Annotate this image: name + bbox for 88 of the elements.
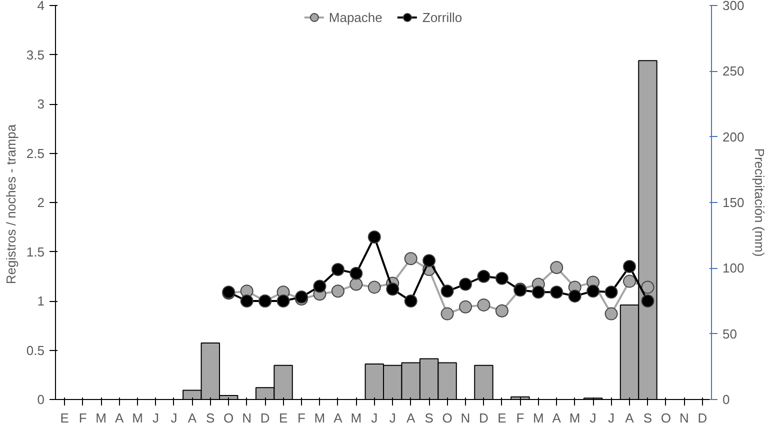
legend-label: Mapache xyxy=(328,10,382,24)
x-tick-label: D xyxy=(479,410,488,426)
point xyxy=(350,278,363,291)
x-tick-label: M xyxy=(569,410,580,426)
y2-tick-label: 250 xyxy=(722,64,744,79)
x-tick-label: M xyxy=(96,410,106,426)
x-tick-label: M xyxy=(314,410,326,426)
y-tick-label: 3 xyxy=(37,96,45,112)
point xyxy=(477,270,490,283)
point xyxy=(331,262,344,276)
x-tick-label: J xyxy=(152,410,159,426)
x-tick-label: A xyxy=(625,410,634,426)
x-tick-label: O xyxy=(442,410,452,426)
point xyxy=(440,307,454,320)
point xyxy=(641,280,654,294)
x-tick-label: M xyxy=(532,410,544,426)
y2-tick-label: 100 xyxy=(722,260,744,276)
x-tick-label: E xyxy=(60,410,70,426)
point xyxy=(368,230,381,244)
x-tick-label: A xyxy=(188,410,197,426)
legend-label: Zorrillo xyxy=(422,10,462,24)
point xyxy=(350,266,363,280)
x-tick-label: D xyxy=(260,410,270,426)
point xyxy=(495,304,508,318)
point xyxy=(641,294,654,308)
x-tick-label: M xyxy=(132,410,143,426)
y2-tick-label: 150 xyxy=(722,195,744,210)
y-tick-label: 2.5 xyxy=(26,146,45,161)
x-tick-label: N xyxy=(679,410,689,426)
point xyxy=(604,307,618,320)
y2-tick-label: 50 xyxy=(722,326,737,342)
point xyxy=(440,284,454,298)
point xyxy=(623,260,636,274)
y-tick-label: 3.5 xyxy=(26,47,45,62)
point xyxy=(586,284,600,298)
point xyxy=(331,284,344,298)
point xyxy=(459,300,472,314)
x-tick-label: N xyxy=(460,410,470,426)
y-tick-label: 1.5 xyxy=(26,244,45,260)
point xyxy=(404,294,418,308)
x-tick-label: F xyxy=(298,410,306,426)
x-tick-label: A xyxy=(114,410,124,426)
x-tick-label: A xyxy=(334,410,343,426)
point xyxy=(495,272,508,285)
point xyxy=(568,290,582,303)
point xyxy=(240,294,254,308)
point xyxy=(276,294,290,308)
x-tick-label: O xyxy=(660,410,672,426)
x-tick-label: N xyxy=(242,410,252,426)
x-tick-label: M xyxy=(350,410,362,426)
point xyxy=(368,280,381,294)
x-tick-label: S xyxy=(206,410,216,426)
x-tick-label: A xyxy=(406,410,416,426)
y-tick-label: 4 xyxy=(37,0,45,13)
x-tick-label: S xyxy=(643,410,652,426)
y2-tick-label: 0 xyxy=(722,392,730,407)
y-tick-label: 2 xyxy=(37,195,45,210)
point xyxy=(404,252,418,266)
x-tick-label: J xyxy=(170,410,178,426)
point xyxy=(313,280,326,293)
x-tick-label: E xyxy=(278,410,288,426)
y2-tick-label: 200 xyxy=(722,129,744,144)
point xyxy=(623,274,636,288)
x-tick-label: J xyxy=(371,410,378,426)
y2-tick-label: 300 xyxy=(722,0,744,13)
x-tick-label: F xyxy=(516,410,524,426)
point xyxy=(532,286,545,299)
point xyxy=(550,286,564,299)
point xyxy=(604,286,618,299)
x-tick-label: A xyxy=(552,410,562,426)
x-tick-label: F xyxy=(78,410,87,426)
point xyxy=(550,261,564,274)
x-tick-label: E xyxy=(498,410,507,426)
y-tick-label: 1 xyxy=(37,294,45,308)
point xyxy=(386,282,400,296)
x-tick-label: D xyxy=(698,410,708,426)
point xyxy=(459,278,472,291)
y2-axis-title: Precipitación (mm) xyxy=(752,148,768,257)
x-tick-label: J xyxy=(608,410,615,426)
x-tick-label: J xyxy=(590,410,596,426)
y-tick-label: 0.5 xyxy=(26,342,45,358)
y-axis-title: Registros / noches - trampa xyxy=(3,124,18,284)
x-tick-label: O xyxy=(224,410,234,426)
x-tick-label: S xyxy=(424,410,434,426)
x-tick-label: J xyxy=(389,410,396,426)
point xyxy=(477,298,490,312)
point xyxy=(422,254,436,268)
y-tick-label: 0 xyxy=(37,392,45,407)
